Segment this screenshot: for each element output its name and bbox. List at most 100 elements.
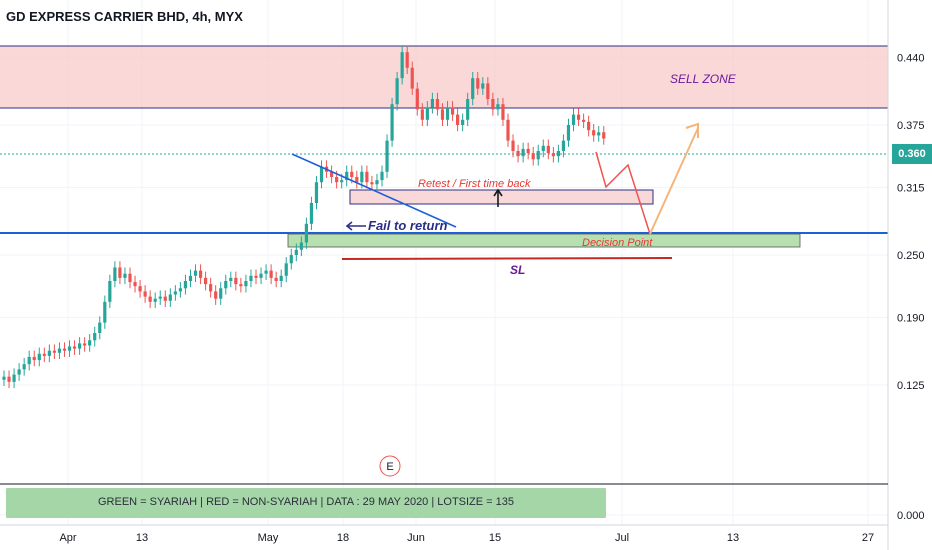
candle-body (385, 140, 389, 172)
retest-label: Retest / First time back (418, 178, 531, 190)
candle-body (42, 353, 46, 356)
y-tick-label: 0.190 (897, 312, 925, 324)
x-tick-label: Jun (407, 532, 425, 544)
candle-body (571, 114, 576, 125)
candle-body (380, 171, 384, 181)
candle-body (486, 83, 490, 99)
candle-body (128, 273, 132, 283)
candle-body (395, 78, 399, 105)
fail-arrowhead (345, 221, 353, 231)
candle-body (118, 267, 122, 278)
candle-body (138, 286, 142, 292)
candle-body (496, 104, 500, 110)
candle-body (481, 83, 485, 89)
candle-body (597, 132, 601, 136)
candle-body (57, 348, 62, 353)
candle-body (546, 145, 550, 154)
candle-body (198, 270, 203, 278)
candle-body (204, 277, 208, 285)
x-tick-label: Jul (615, 532, 629, 544)
candle-body (214, 291, 218, 299)
candle-body (400, 52, 404, 79)
candle-body (526, 148, 530, 154)
sl-label: SL (510, 263, 525, 277)
candle-body (551, 153, 555, 157)
candle-body (360, 171, 364, 183)
candle-body (264, 270, 268, 274)
candle-body (193, 270, 198, 276)
candle-body (249, 275, 253, 281)
candle-body (335, 177, 339, 183)
candle-body (153, 298, 157, 302)
candle-body (319, 166, 324, 183)
candle-body (143, 291, 147, 297)
candle-body (355, 177, 359, 183)
footer-note: GREEN = SYARIAH | RED = NON-SYARIAH | DA… (97, 496, 515, 508)
y-tick-label: 0.375 (897, 120, 925, 132)
candle-body (304, 223, 308, 243)
bullish-path (649, 127, 699, 235)
candle-body (229, 277, 233, 281)
candle-body (22, 364, 26, 370)
candle-body (415, 88, 419, 110)
candle-body (566, 125, 571, 141)
last-price-tag: 0.360 (892, 144, 932, 164)
fail-label: Fail to return (368, 218, 448, 233)
candle-body (511, 140, 515, 151)
candle-body (561, 140, 566, 151)
candle-body (430, 99, 434, 108)
candle-body (375, 180, 379, 185)
candle-body (471, 78, 475, 99)
candle-body (330, 171, 334, 177)
candle-body (163, 296, 167, 301)
candle-body (93, 333, 97, 341)
candle-body (188, 275, 193, 281)
support-zone (287, 233, 801, 248)
candle-body (582, 119, 586, 122)
candle-body (37, 353, 41, 361)
trendline (291, 153, 457, 228)
candle-body (279, 275, 283, 281)
candle-body (592, 130, 596, 136)
candle-body (123, 273, 127, 278)
candle-body (405, 52, 409, 68)
event-marker (379, 455, 401, 477)
candle-body (67, 346, 72, 351)
candle-body (113, 267, 117, 281)
candle-body (541, 145, 545, 151)
candle-body (7, 376, 11, 382)
candle-body (476, 78, 480, 89)
candle-body (254, 275, 258, 278)
bullish-arrowhead (685, 122, 699, 138)
candle-body (365, 171, 369, 183)
candle-body (309, 203, 314, 224)
sell-zone-label: SELL ZONE (670, 72, 737, 86)
candle-body (27, 356, 31, 365)
candle-body (103, 301, 107, 323)
candle-body (516, 151, 520, 157)
retest-zone (349, 189, 654, 205)
candle-body (98, 322, 102, 333)
candle-body (12, 374, 16, 382)
candle-body (209, 284, 213, 292)
y-tick-label: 0.250 (897, 250, 925, 262)
x-tick-label: Apr (59, 532, 76, 544)
x-tick-label: 13 (727, 532, 739, 544)
candle-body (259, 273, 263, 278)
retest-arrowhead (493, 188, 503, 197)
candle-body (239, 284, 243, 287)
candle-body (299, 242, 303, 250)
candle-body (491, 99, 495, 110)
candle-body (587, 121, 591, 131)
candle-body (450, 107, 455, 115)
candle-body (456, 114, 460, 125)
candle-body (274, 277, 278, 281)
candle-body (531, 153, 535, 160)
bearish-path (595, 151, 651, 235)
event-marker-label: E (386, 461, 393, 473)
candle-body (158, 296, 162, 299)
candle-body (556, 151, 560, 157)
candle-body (284, 263, 288, 276)
candle-body (47, 350, 51, 356)
